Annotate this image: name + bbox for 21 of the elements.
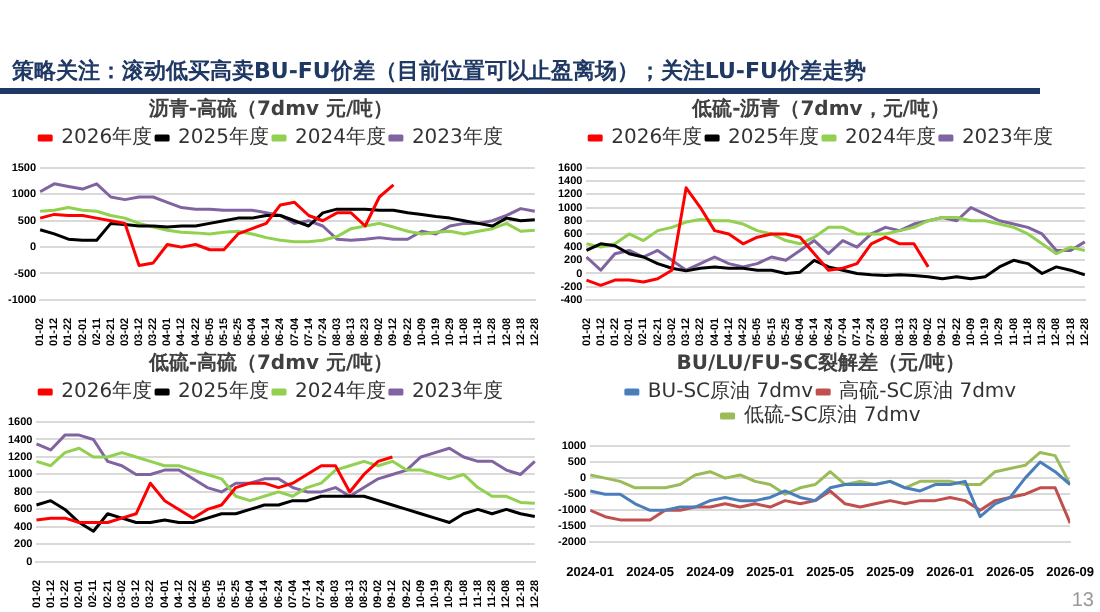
text: 13 xyxy=(1071,590,1094,612)
chart-title: 低硫-高硫（7dmv 元/吨） xyxy=(146,351,394,376)
legend-label: 2023年度 xyxy=(411,125,503,150)
legend-label: 2025年度 xyxy=(178,379,270,404)
chart-title: 沥青-高硫（7dmv 元/吨） xyxy=(146,97,394,122)
legend-label: 2026年度 xyxy=(61,379,153,404)
legend-label: 2024年度 xyxy=(845,125,936,150)
text: 策略关注：滚动低买高卖BU-FU价差（目前位置可以止盈离场）；关注LU-FU价差走势 xyxy=(12,56,868,86)
legend-label: 低硫-SC原油 7dmv xyxy=(743,403,921,428)
legend-label: 2023年度 xyxy=(411,379,503,404)
legend-label: 2023年度 xyxy=(961,125,1053,150)
legend-label: 2025年度 xyxy=(728,125,820,150)
legend-label: 2026年度 xyxy=(61,125,153,150)
legend-label: 高硫-SC原油 7dmv xyxy=(839,379,1017,404)
chart-title: 低硫-沥青（7dmv，元/吨） xyxy=(690,97,950,122)
legend-label: 2024年度 xyxy=(295,379,386,404)
legend-label: 2026年度 xyxy=(611,125,703,150)
legend-label: 2025年度 xyxy=(178,125,270,150)
legend-label: 2024年度 xyxy=(295,125,386,150)
legend-label: BU-SC原油 7dmv xyxy=(647,379,814,404)
chart-title: BU/LU/FU-SC裂解差（元/吨） xyxy=(676,351,966,376)
